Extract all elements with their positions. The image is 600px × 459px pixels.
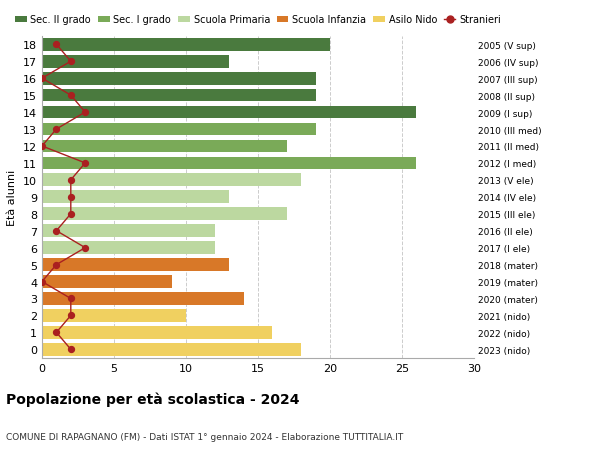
Bar [42,225,215,237]
Point [52,228,61,235]
Point [52,41,61,49]
Point [66,177,76,184]
Bar [42,73,316,85]
Point [66,346,76,353]
Point [37,75,47,83]
Bar [42,90,316,102]
Bar [42,123,316,136]
Bar [42,275,172,288]
Bar [42,140,287,153]
Bar [42,174,301,187]
Bar [42,39,330,51]
Point [37,143,47,150]
Bar [42,309,186,322]
Bar [42,56,229,68]
Bar [42,259,229,271]
Point [52,126,61,134]
Text: Popolazione per età scolastica - 2024: Popolazione per età scolastica - 2024 [6,392,299,406]
Point [66,194,76,201]
Point [52,329,61,336]
Bar [42,326,272,339]
Bar [42,191,229,204]
Point [80,245,90,252]
Point [80,160,90,167]
Bar [42,157,416,170]
Y-axis label: Età alunni: Età alunni [7,169,17,225]
Point [80,109,90,117]
Bar [42,208,287,221]
Bar [42,106,416,119]
Legend: Sec. II grado, Sec. I grado, Scuola Primaria, Scuola Infanzia, Asilo Nido, Stran: Sec. II grado, Sec. I grado, Scuola Prim… [15,16,501,25]
Text: COMUNE DI RAPAGNANO (FM) - Dati ISTAT 1° gennaio 2024 - Elaborazione TUTTITALIA.: COMUNE DI RAPAGNANO (FM) - Dati ISTAT 1°… [6,431,403,441]
Bar [42,242,215,254]
Point [37,278,47,285]
Point [66,211,76,218]
Point [66,58,76,66]
Point [52,261,61,269]
Point [66,92,76,100]
Point [66,312,76,319]
Bar [42,292,244,305]
Bar [42,343,301,356]
Point [66,295,76,302]
